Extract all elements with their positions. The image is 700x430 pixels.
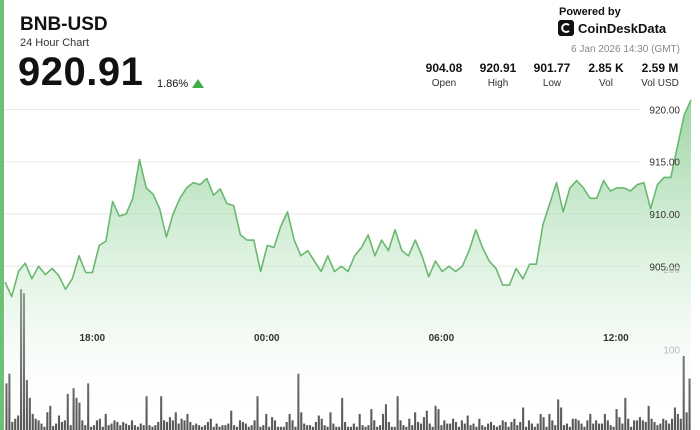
stat-high: 920.91 High (476, 61, 520, 89)
current-price: 920.91 (18, 50, 144, 94)
price-tick-label: 920.00 (649, 105, 680, 116)
left-accent-bar (0, 0, 4, 430)
stat-open: 904.08 Open (422, 61, 466, 89)
stats-panel: 904.08 Open 920.91 High 901.77 Low 2.85 … (422, 61, 682, 89)
time-tick-label: 12:00 (603, 333, 629, 344)
stat-label: Vol USD (641, 78, 679, 89)
stat-label: Open (431, 78, 457, 89)
stat-volume-usd: 2.59 M Vol USD (638, 61, 682, 89)
up-arrow-icon (192, 79, 204, 88)
time-tick-label: 00:00 (254, 333, 280, 344)
time-tick-label: 18:00 (79, 333, 105, 344)
price-tick-label: 905.00 (649, 262, 680, 273)
stat-volume: 2.85 K Vol (584, 61, 628, 89)
powered-by-label: Powered by (559, 6, 621, 18)
stat-value: 901.77 (533, 61, 571, 75)
stat-label: Vol (599, 78, 613, 89)
page-title: BNB-USD (20, 14, 108, 35)
coindesk-logo-icon (558, 20, 574, 36)
price-tick-label: 915.00 (649, 158, 680, 169)
stat-value: 904.08 (425, 61, 463, 75)
volume-tick-label: 200 (663, 265, 680, 276)
chart-subtitle: 24 Hour Chart (20, 37, 90, 49)
volume-tick-label: 100 (663, 346, 680, 357)
stat-value: 2.85 K (588, 61, 624, 75)
stat-label: High (487, 78, 509, 89)
price-area-fill (5, 99, 691, 430)
brand-name: CoinDeskData (578, 20, 667, 36)
price-change: 1.86% (157, 78, 189, 90)
timestamp: 6 Jan 2026 14:30 (GMT) (571, 44, 680, 55)
time-tick-label: 06:00 (429, 333, 455, 344)
stat-low: 901.77 Low (530, 61, 574, 89)
stat-value: 920.91 (479, 61, 517, 75)
stat-label: Low (542, 78, 562, 89)
price-line (4, 99, 692, 298)
brand-logo-link[interactable]: CoinDeskData (558, 20, 666, 36)
stat-value: 2.59 M (641, 61, 679, 75)
price-tick-label: 910.00 (649, 210, 680, 221)
